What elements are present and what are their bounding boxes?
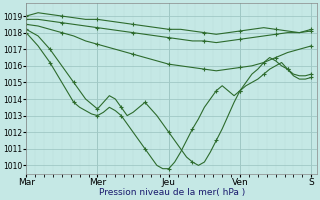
X-axis label: Pression niveau de la mer( hPa ): Pression niveau de la mer( hPa ) xyxy=(99,188,245,197)
